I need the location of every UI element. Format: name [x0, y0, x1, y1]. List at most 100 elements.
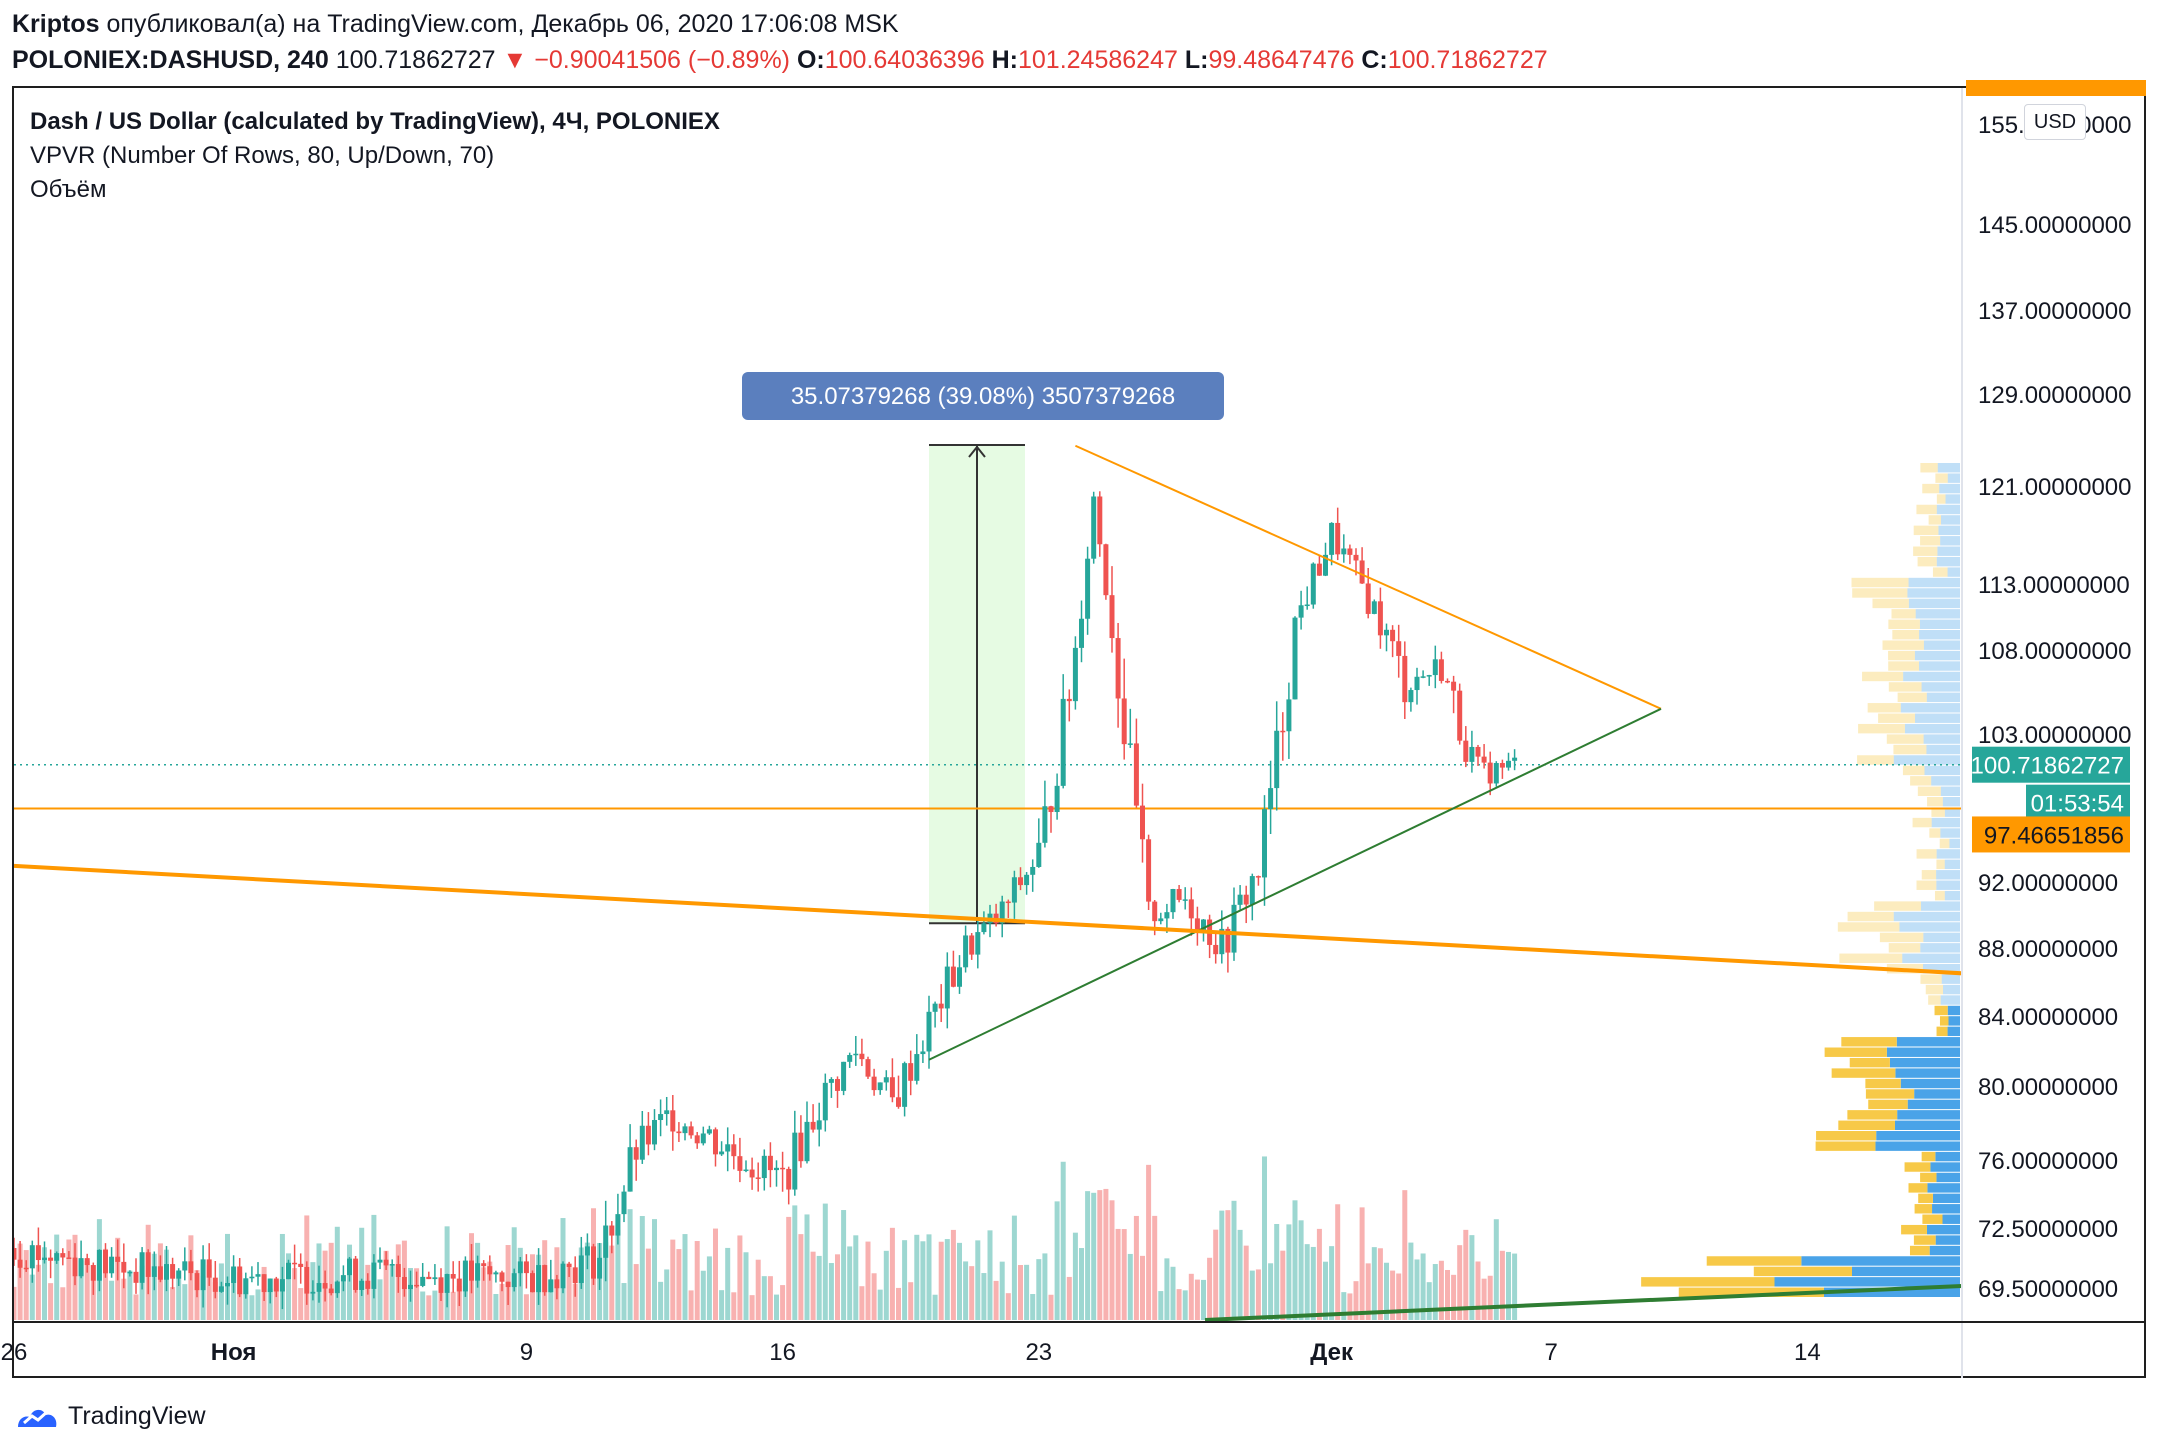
candle-body [115, 1256, 121, 1262]
volume-bar [1512, 1253, 1518, 1320]
candle-body [1188, 899, 1194, 919]
candle-body [84, 1258, 90, 1266]
level-badge-text: 97.46651856 [1984, 822, 2124, 849]
vp-up-bar [1936, 504, 1960, 515]
volume-bar [493, 1294, 499, 1320]
candle-body [792, 1132, 798, 1190]
volume-bar [822, 1203, 828, 1320]
x-tick-label: 7 [1545, 1339, 1558, 1366]
vp-down-bar [1892, 630, 1920, 640]
candle-body [530, 1273, 535, 1293]
candle-body [1042, 806, 1048, 843]
vp-down-bar [1928, 995, 1941, 1005]
top-cut-badge [1966, 80, 2146, 96]
volume-bar [1036, 1259, 1042, 1320]
candle-body [1060, 698, 1066, 786]
vp-down-bar [1920, 974, 1942, 984]
candle-body [700, 1133, 706, 1144]
candle-body [1079, 618, 1084, 648]
candle-body [1182, 899, 1188, 901]
vp-up-bar [1908, 598, 1960, 609]
volume-bar [1164, 1258, 1170, 1320]
vp-up-bar [1931, 776, 1960, 786]
candle-body [432, 1277, 438, 1280]
vp-up-bar [1942, 1214, 1960, 1224]
candle-body [365, 1280, 371, 1289]
vp-down-bar [1920, 463, 1938, 473]
candle-body [609, 1225, 615, 1236]
y-tick-label: 92.00000000 [1978, 870, 2118, 897]
volume-bar [731, 1292, 737, 1320]
x-tick-label: Ноя [211, 1339, 257, 1366]
volume-bar [1481, 1278, 1487, 1320]
volume-bar [1408, 1242, 1414, 1320]
volume-bar [896, 1287, 901, 1320]
volume-bar [182, 1284, 188, 1320]
volume-bar [1268, 1263, 1274, 1320]
volume-bar [1182, 1290, 1188, 1320]
volume-bar [969, 1266, 975, 1320]
candle-body [1371, 601, 1377, 614]
candle-body [841, 1061, 847, 1091]
candle-body [1097, 496, 1103, 545]
candle-body [292, 1262, 298, 1265]
vp-down-bar [1837, 922, 1900, 932]
vp-up-bar [1949, 838, 1960, 849]
vp-up-bar [1904, 723, 1960, 734]
candle-body [853, 1053, 859, 1056]
candle-body [151, 1266, 157, 1277]
vp-down-bar [1909, 1245, 1930, 1256]
candle-body [17, 1259, 23, 1268]
trendline-triangle-upper [1074, 444, 1662, 710]
vp-down-bar [1888, 943, 1921, 953]
volume-bar [1457, 1245, 1463, 1320]
candle-body [713, 1129, 718, 1155]
low-value: 99.48647476 [1208, 46, 1355, 74]
vp-down-bar [1936, 859, 1945, 870]
vp-up-bar [1886, 1047, 1960, 1057]
candle-body [1158, 918, 1164, 922]
candle-body [1457, 690, 1463, 741]
volume-bar [1121, 1229, 1127, 1320]
volume-bar [1079, 1248, 1084, 1320]
candle-body [804, 1121, 810, 1162]
vp-down-bar [1931, 807, 1945, 817]
candle-body [1451, 681, 1457, 691]
candle-body [42, 1257, 47, 1261]
candle-body [737, 1156, 743, 1171]
vp-up-bar [1920, 943, 1960, 953]
volume-bar [792, 1205, 798, 1320]
vp-down-bar [1847, 911, 1894, 922]
y-tick-label: 69.50000000 [1978, 1276, 2118, 1303]
candle-body [554, 1279, 560, 1289]
volume-bar [780, 1285, 786, 1320]
volume-bar [1438, 1260, 1444, 1320]
candle-body [267, 1278, 273, 1293]
vp-up-bar [1944, 859, 1960, 870]
vp-down-bar [1913, 1235, 1936, 1245]
volume-bar [1091, 1192, 1097, 1320]
legend-vpvr[interactable]: VPVR (Number Of Rows, 80, Up/Down, 70) [30, 142, 495, 169]
candle-body [1298, 605, 1304, 618]
countdown-badge-box [2026, 784, 2130, 821]
author-name[interactable]: Kriptos [12, 10, 100, 38]
volume-bar [334, 1226, 340, 1320]
candle-body [14, 1248, 17, 1260]
candle-body [1274, 730, 1280, 789]
vp-down-bar [1753, 1266, 1852, 1277]
candle-body [1487, 762, 1493, 784]
volume-bar [1115, 1228, 1121, 1320]
legend-volume[interactable]: Объём [30, 176, 107, 203]
legend-series[interactable]: Dash / US Dollar (calculated by TradingV… [30, 108, 720, 135]
candle-body [1243, 894, 1249, 905]
vp-down-bar [1851, 577, 1909, 588]
volume-bar [127, 1270, 133, 1320]
candle-body [218, 1286, 224, 1292]
candle-body [322, 1283, 328, 1289]
volume-bar [1402, 1190, 1408, 1320]
candle-body [109, 1256, 115, 1274]
vp-down-bar [1914, 1204, 1933, 1214]
currency-button[interactable]: USD [2024, 104, 2086, 140]
footer-brand[interactable]: TradingView [68, 1401, 206, 1430]
